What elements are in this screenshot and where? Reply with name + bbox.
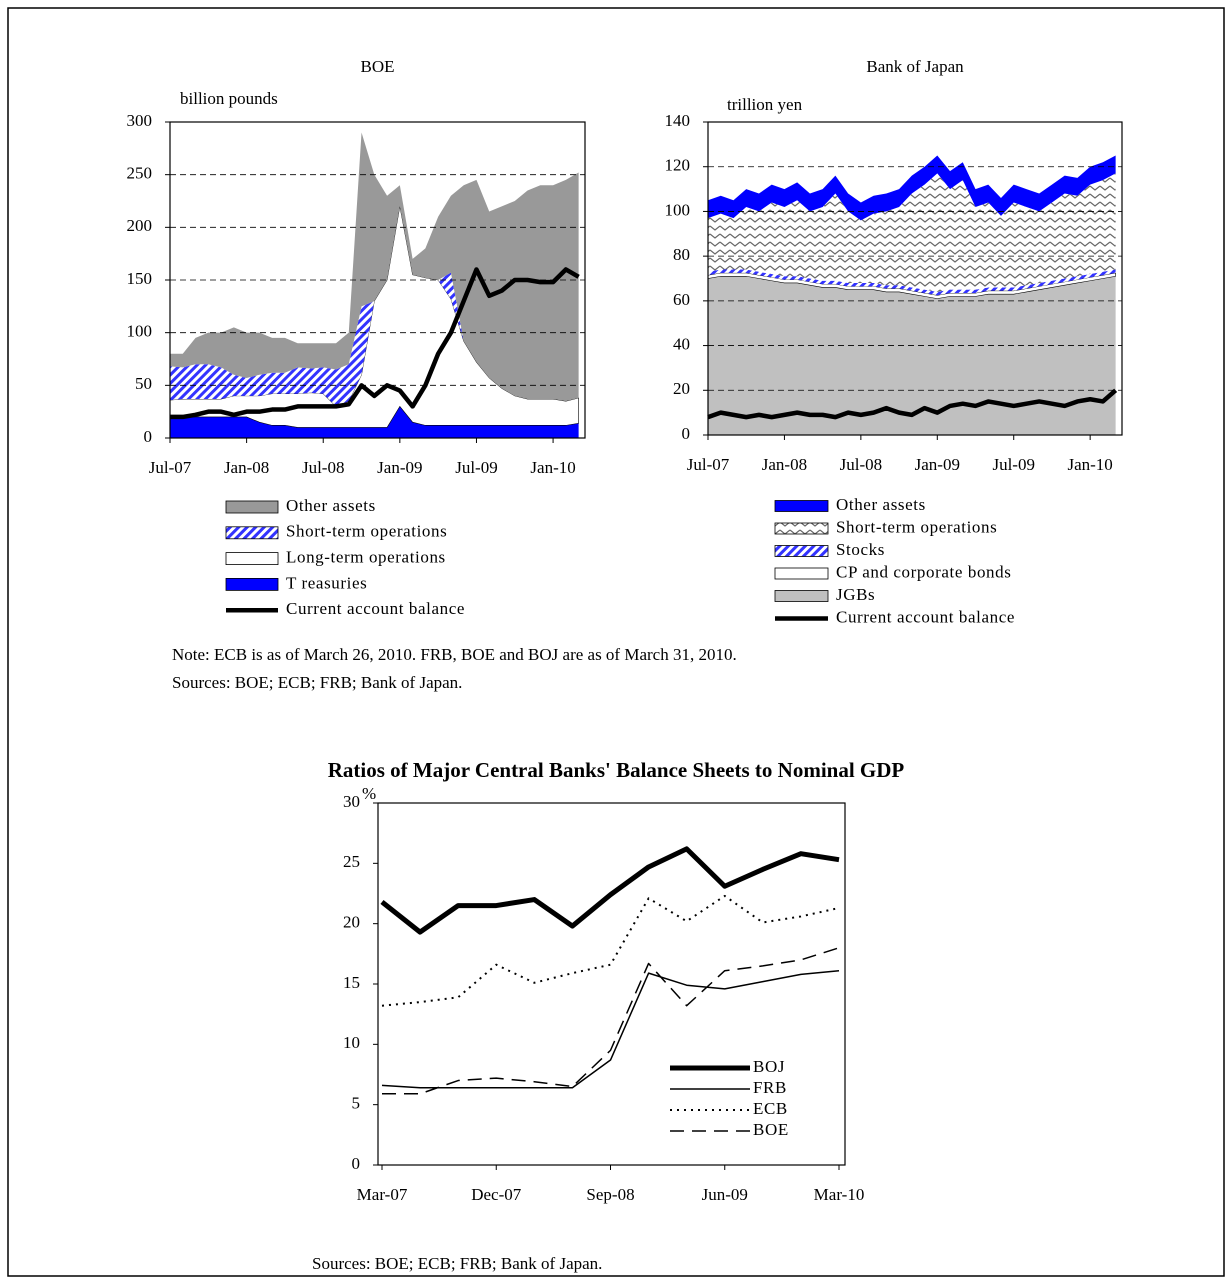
legend: BOJ FRB ECB BOE <box>670 1057 789 1139</box>
y-tick-label: 0 <box>352 1154 361 1173</box>
x-tick-label: Jul-09 <box>992 455 1035 474</box>
area <box>170 206 579 407</box>
y-axis-label: % <box>362 784 376 803</box>
x-tick-label: Dec-07 <box>471 1185 522 1204</box>
line <box>170 267 580 420</box>
chart-title: Ratios of Major Central Banks' Balance S… <box>328 758 905 782</box>
x-tick-label: Jul-07 <box>687 455 730 474</box>
legend-label: Short-term operations <box>286 522 447 541</box>
sources: Sources: BOE; ECB; FRB; Bank of Japan. <box>172 673 462 692</box>
legend: Other assets Short-term operations Long-te… <box>225 496 465 618</box>
x-tick-label: Sep-08 <box>586 1185 634 1204</box>
y-tick-label: 60 <box>673 290 690 309</box>
area <box>170 132 579 402</box>
legend-swatch <box>774 567 829 580</box>
area <box>170 406 579 438</box>
x-tick-label: Jan-08 <box>224 458 269 477</box>
y-tick-label: 0 <box>682 424 691 443</box>
x-tick-label: Jun-09 <box>702 1185 748 1204</box>
line <box>381 969 840 1089</box>
legend-label: JGBs <box>836 585 875 604</box>
y-tick-label: 120 <box>665 156 691 175</box>
y-tick-label: 250 <box>127 164 153 183</box>
y-tick-label: 50 <box>135 374 152 393</box>
legend-label: Stocks <box>836 540 885 559</box>
x-tick-label: Jul-08 <box>302 458 345 477</box>
y-tick-label: 20 <box>343 913 360 932</box>
legend-label: Long-term operations <box>286 548 446 567</box>
chart-title: Bank of Japan <box>866 57 964 76</box>
x-tick-label: Mar-07 <box>357 1185 408 1204</box>
legend-label: Current account balance <box>836 607 1015 626</box>
y-tick-label: 40 <box>673 334 690 353</box>
y-tick-label: 25 <box>343 852 360 871</box>
y-tick-label: 150 <box>127 269 153 288</box>
legend-swatch <box>225 526 279 540</box>
area <box>708 173 1116 292</box>
legend-swatch <box>225 500 279 514</box>
legend-swatch <box>225 578 279 591</box>
y-axis-label: trillion yen <box>727 95 803 114</box>
y-tick-label: 5 <box>352 1094 361 1113</box>
y-tick-label: 0 <box>144 427 153 446</box>
legend-label: FRB <box>753 1078 787 1097</box>
y-axis-label: billion pounds <box>180 89 278 108</box>
area <box>708 276 1116 435</box>
legend-label: Current account balance <box>286 599 465 618</box>
x-tick-label: Jan-08 <box>762 455 807 474</box>
area <box>707 272 1116 299</box>
y-tick-label: 100 <box>127 322 153 341</box>
legend-swatch <box>774 500 829 512</box>
x-tick-label: Jul-07 <box>149 458 192 477</box>
x-tick-label: Jul-08 <box>840 455 883 474</box>
y-tick-label: 100 <box>665 200 691 219</box>
chart-title: BOE <box>361 57 395 76</box>
area <box>169 206 579 428</box>
legend-label: BOE <box>753 1120 789 1139</box>
x-tick-label: Jan-10 <box>1067 455 1112 474</box>
area <box>708 155 1116 221</box>
legend-label: Short-term operations <box>836 517 997 536</box>
line <box>382 947 840 1095</box>
legend-label: ECB <box>753 1099 788 1118</box>
x-tick-label: Jan-09 <box>377 458 422 477</box>
legend-label: Other assets <box>286 496 376 515</box>
line <box>380 846 840 935</box>
legend-label: BOJ <box>753 1057 785 1076</box>
legend-swatch <box>225 552 279 565</box>
x-tick-label: Jan-10 <box>530 458 575 477</box>
plot-background <box>378 803 845 1165</box>
y-tick-label: 300 <box>127 111 153 130</box>
x-tick-label: Jan-09 <box>915 455 960 474</box>
y-tick-label: 20 <box>673 379 690 398</box>
legend-label: Other assets <box>836 495 926 514</box>
y-tick-label: 140 <box>665 111 691 130</box>
line <box>707 388 1118 420</box>
y-tick-label: 30 <box>343 792 360 811</box>
y-tick-label: 15 <box>343 973 360 992</box>
note: Note: ECB is as of March 26, 2010. FRB, … <box>172 645 737 664</box>
y-tick-label: 10 <box>343 1033 360 1052</box>
legend-swatch <box>774 590 829 602</box>
x-tick-label: Mar-10 <box>814 1185 865 1204</box>
y-tick-label: 200 <box>127 216 153 235</box>
legend-swatch <box>774 522 829 535</box>
ratio-sources: Sources: BOE; ECB; FRB; Bank of Japan. <box>312 1254 602 1273</box>
legend-swatch <box>774 545 829 557</box>
y-tick-label: 80 <box>673 245 690 264</box>
legend: Other assets Short-term operations Stocks C… <box>774 495 1015 626</box>
plot-frame <box>707 121 1123 436</box>
page-border <box>7 7 1225 1277</box>
area <box>708 269 1116 296</box>
legend-label: T reasuries <box>286 573 367 592</box>
x-tick-label: Jul-09 <box>455 458 498 477</box>
legend-label: CP and corporate bonds <box>836 562 1011 581</box>
